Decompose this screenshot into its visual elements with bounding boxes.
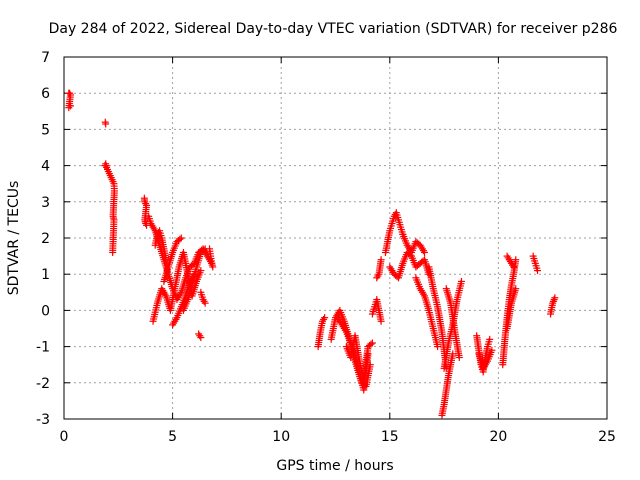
x-tick-label: 10 — [272, 429, 290, 445]
data-point — [421, 248, 429, 256]
data-point — [201, 299, 209, 307]
y-tick-label: 6 — [41, 86, 50, 102]
x-tick-label: 20 — [489, 429, 507, 445]
data-point — [177, 234, 185, 242]
data-point — [197, 334, 205, 342]
data-point — [200, 246, 208, 254]
data-point — [102, 120, 110, 128]
x-tick-label: 25 — [598, 429, 616, 445]
x-axis-label: GPS time / hours — [276, 458, 393, 474]
x-axis: 0 5 10 15 20 25 — [60, 57, 616, 445]
data-point — [197, 267, 205, 275]
y-axis: -3 -2 -1 0 1 2 3 4 5 6 7 — [36, 50, 607, 428]
x-tick-label: 15 — [381, 429, 399, 445]
data-point — [67, 102, 75, 110]
data-point — [549, 297, 557, 305]
data-point — [209, 263, 217, 271]
data-point — [512, 256, 520, 264]
y-tick-label: 0 — [41, 303, 50, 319]
y-tick-label: -3 — [36, 412, 50, 428]
data-point — [196, 332, 204, 340]
data-point — [449, 350, 457, 358]
y-tick-label: 2 — [41, 231, 50, 247]
grid — [64, 57, 607, 419]
data-point — [141, 198, 149, 206]
data-point — [533, 267, 541, 275]
data-point — [377, 317, 385, 325]
data-point — [109, 248, 117, 256]
data-point — [321, 314, 329, 322]
y-tick-label: 5 — [41, 122, 50, 138]
y-tick-label: 3 — [41, 195, 50, 211]
x-tick-label: 5 — [168, 429, 177, 445]
data-point — [434, 343, 442, 351]
data-point — [377, 256, 385, 264]
y-tick-label: -2 — [36, 376, 50, 392]
data-point — [488, 346, 496, 354]
data-point — [200, 297, 208, 305]
chart-title: Day 284 of 2022, Sidereal Day-to-day VTE… — [49, 21, 618, 37]
data-point — [367, 340, 375, 348]
data-point — [486, 335, 494, 343]
data-point — [457, 277, 465, 285]
data-point — [368, 339, 376, 347]
y-tick-label: 1 — [41, 267, 50, 283]
data-point — [320, 315, 328, 323]
data-point — [374, 272, 382, 280]
data-point — [176, 235, 184, 243]
y-axis-label: SDTVAR / TECUs — [6, 181, 22, 296]
data-point — [551, 294, 559, 302]
data-point — [510, 263, 518, 271]
data-point — [455, 353, 463, 361]
data-point — [512, 285, 520, 293]
data-points — [65, 89, 559, 419]
y-tick-label: 4 — [41, 159, 50, 175]
y-tick-label: -1 — [36, 340, 50, 356]
x-tick-label: 0 — [60, 429, 69, 445]
y-tick-label: 7 — [41, 50, 50, 66]
data-point — [162, 256, 170, 264]
